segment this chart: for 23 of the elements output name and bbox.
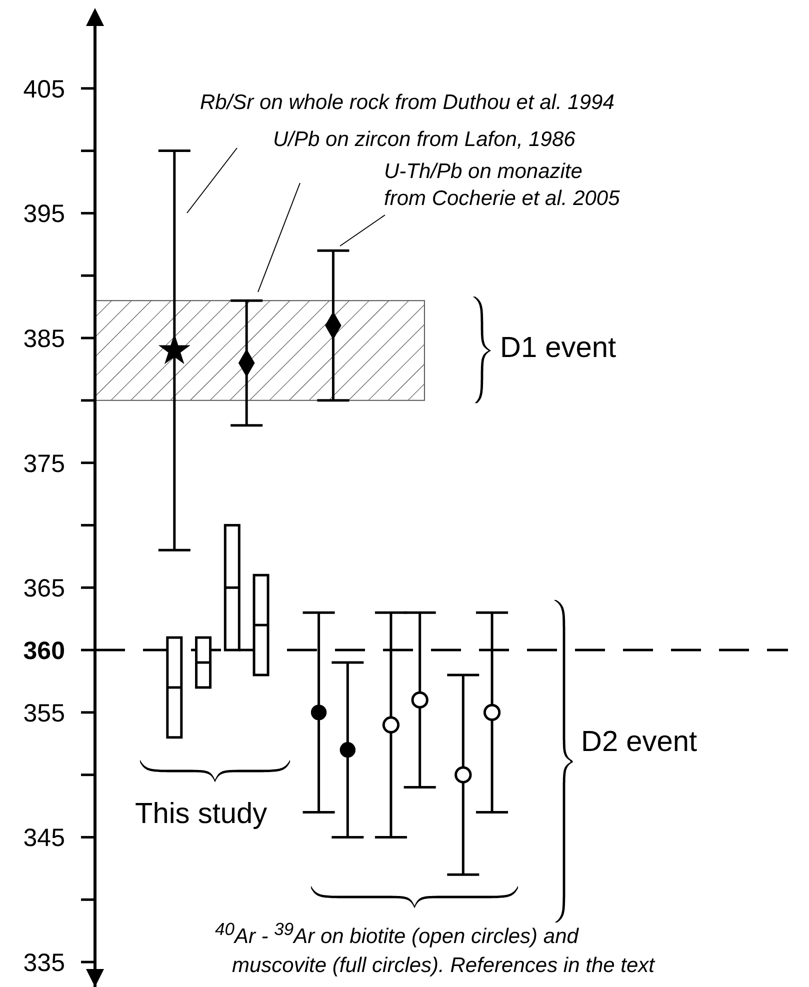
y-tick-label: 375 bbox=[23, 450, 65, 478]
point bbox=[382, 716, 400, 734]
band-label: D1 event bbox=[500, 332, 616, 366]
point bbox=[483, 704, 501, 722]
annotation: D2 event bbox=[581, 726, 698, 759]
point bbox=[159, 334, 190, 364]
point bbox=[310, 704, 327, 720]
point bbox=[454, 766, 472, 784]
y-tick-label: 360 bbox=[23, 637, 65, 666]
y-tick-label: 385 bbox=[23, 325, 65, 354]
point bbox=[411, 691, 428, 709]
y-tick-label: 355 bbox=[23, 699, 65, 728]
y-tick-label: 345 bbox=[23, 824, 65, 852]
point bbox=[340, 742, 356, 758]
annotation: Rb/Sr on whole rock from Duthou et al. 1994 bbox=[200, 91, 614, 115]
y-tick-label: 395 bbox=[23, 200, 65, 228]
y-tick-label: 335 bbox=[23, 949, 65, 978]
annotation: U/Pb on zircon from Lafon, 1986 bbox=[273, 128, 576, 152]
annotation: $^{40}$Ar - $^{39}$Ar on biotite (open circles) and muscovite (full circles). References in the text bbox=[215, 918, 656, 979]
annotation: This study bbox=[135, 798, 268, 831]
y-tick-label: 365 bbox=[23, 574, 65, 603]
annotation: U-Th/Pb on monazite from Cocherie et al. 2005 bbox=[384, 159, 621, 212]
y-tick-label: 405 bbox=[23, 75, 65, 104]
